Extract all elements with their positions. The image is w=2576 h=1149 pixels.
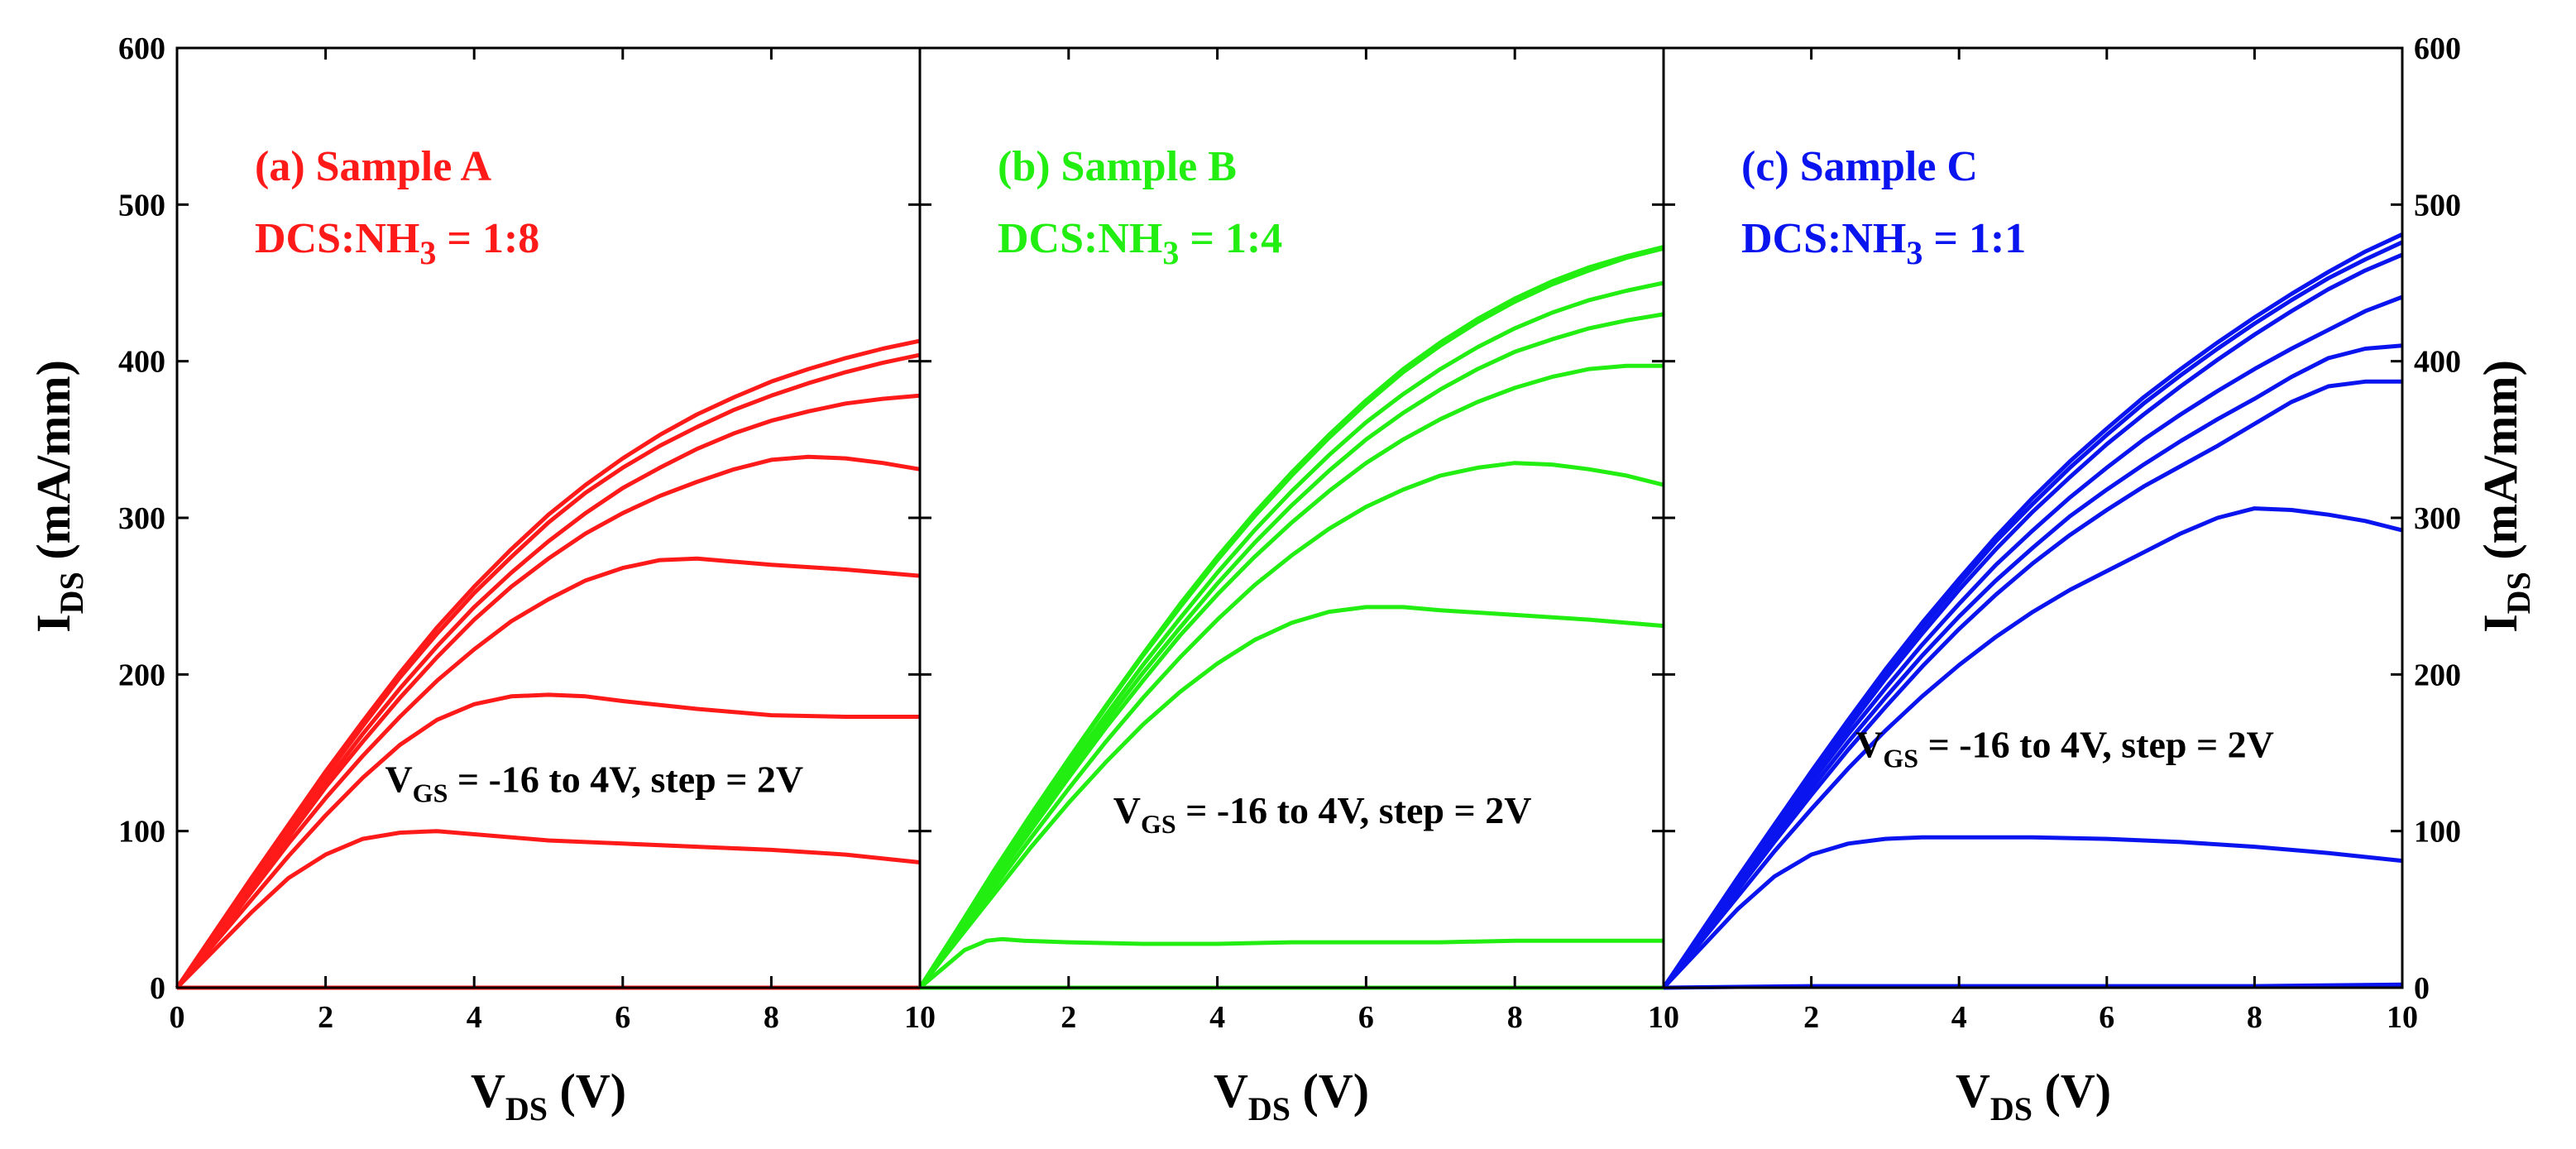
panel-b-curves [917,245,1664,990]
panel-c-series-1 [1662,835,2403,989]
panel-b-series-4 [917,363,1664,989]
panel-b-x-tick-label: 6 [1358,1000,1374,1035]
panel-a-series-3 [175,556,921,989]
panel-a-x-tick-label: 2 [318,1000,333,1035]
panel-b-x-tick-label: 8 [1507,1000,1523,1035]
y-tick-label-right: 0 [2414,971,2430,1006]
panel-c-series-2 [1662,506,2403,989]
y-tick-label-left: 500 [118,188,165,223]
panel-a-series-2 [175,692,920,989]
panel-c-series-5 [1661,294,2403,989]
panel-c-series-3 [1662,379,2402,989]
y-tick-label-left: 600 [118,31,165,66]
panel-a-annotation: VGS = -16 to 4V, step = 2V [385,758,803,807]
panel-a-x-tick-label: 0 [170,1000,185,1035]
panel-c-x-title: VDS (V) [1956,1064,2111,1127]
panel-c-x-tick-label: 10 [2387,1000,2418,1035]
panel-b-series-2 [918,605,1664,989]
panel-a-x-title: VDS (V) [471,1064,626,1127]
panel-b-x-tick-label: 10 [1648,1000,1679,1035]
panel-b-series-6 [917,280,1664,989]
panel-c-series-8 [1661,232,2404,989]
panel-b-title: (b) Sample B [998,143,1237,190]
y-tick-label-right: 600 [2414,31,2461,66]
panel-c-ticks: 2 4 6 8 100 100 200 300 400 500 600 [1662,31,2461,1035]
y-tick-label-right: 500 [2414,188,2461,223]
y-tick-label-right: 200 [2414,658,2461,692]
panel-b-series-5 [917,312,1664,989]
panel-a-x-tick-label: 8 [764,1000,779,1035]
panel-a-ratio: DCS:NH3 = 1:8 [255,215,539,271]
panel-c-annotation: VGS = -16 to 4V, step = 2V [1855,724,2274,773]
y-tick-label-right: 400 [2414,345,2461,380]
panel-a-title: (a) Sample A [255,143,491,190]
panel-a-series-1 [175,829,921,989]
panel-b-x-tick-label: 2 [1061,1000,1076,1035]
panel-c-title: (c) Sample C [1741,143,1978,190]
panel-c: 2 4 6 8 100 100 200 300 400 500 600 (c) Sample C D… [1661,31,2461,1127]
y-axis-title-left: IDS (mA/mm) [26,360,90,633]
y-axis-title-right: IDS (mA/mm) [2473,360,2537,633]
panel-b-annotation: VGS = -16 to 4V, step = 2V [1113,789,1532,839]
panel-c-series-4 [1661,343,2403,989]
y-tick-label-left: 100 [118,815,165,850]
y-tick-label-left: 300 [118,501,165,536]
y-tick-label-left: 0 [150,971,165,1006]
panel-a-x-tick-label: 6 [615,1000,630,1035]
panel-a-series-4 [175,454,921,989]
panel-b-series-1 [918,936,1664,989]
panel-c-ratio: DCS:NH3 = 1:1 [1741,215,2026,271]
y-tick-label-right: 300 [2414,501,2461,536]
panel-b-series-3 [917,461,1664,989]
panel-c-x-tick-label: 4 [1951,1000,1967,1035]
panel-c-x-tick-label: 2 [1803,1000,1819,1035]
panel-a-x-tick-label: 4 [467,1000,482,1035]
y-tick-label-right: 100 [2414,815,2461,850]
panel-c-curves [1661,232,2404,990]
y-tick-label-left: 200 [118,658,165,692]
panel-a-curves [175,338,921,990]
panel-c-x-tick-label: 6 [2099,1000,2114,1035]
panel-b-series-8 [917,245,1664,989]
panel-a-series-6 [175,352,921,989]
panel-a-series-7 [175,338,921,989]
panel-c-series-0 [1663,982,2403,990]
y-tick-label-left: 400 [118,345,165,380]
panel-b-ticks: 2 4 6 8 10 [918,46,1679,1035]
panel-b-x-title: VDS (V) [1214,1064,1369,1127]
panel-b: 2 4 6 8 10 (b) Sample B DCS:NH3 = 1:4 VGS = … [917,46,1679,1127]
panel-b-x-tick-label: 4 [1209,1000,1225,1035]
panel-b-ratio: DCS:NH3 = 1:4 [998,215,1282,271]
panel-a-x-tick-label: 10 [904,1000,936,1035]
panel-c-x-tick-label: 8 [2247,1000,2262,1035]
panel-a-series-5 [175,393,921,989]
